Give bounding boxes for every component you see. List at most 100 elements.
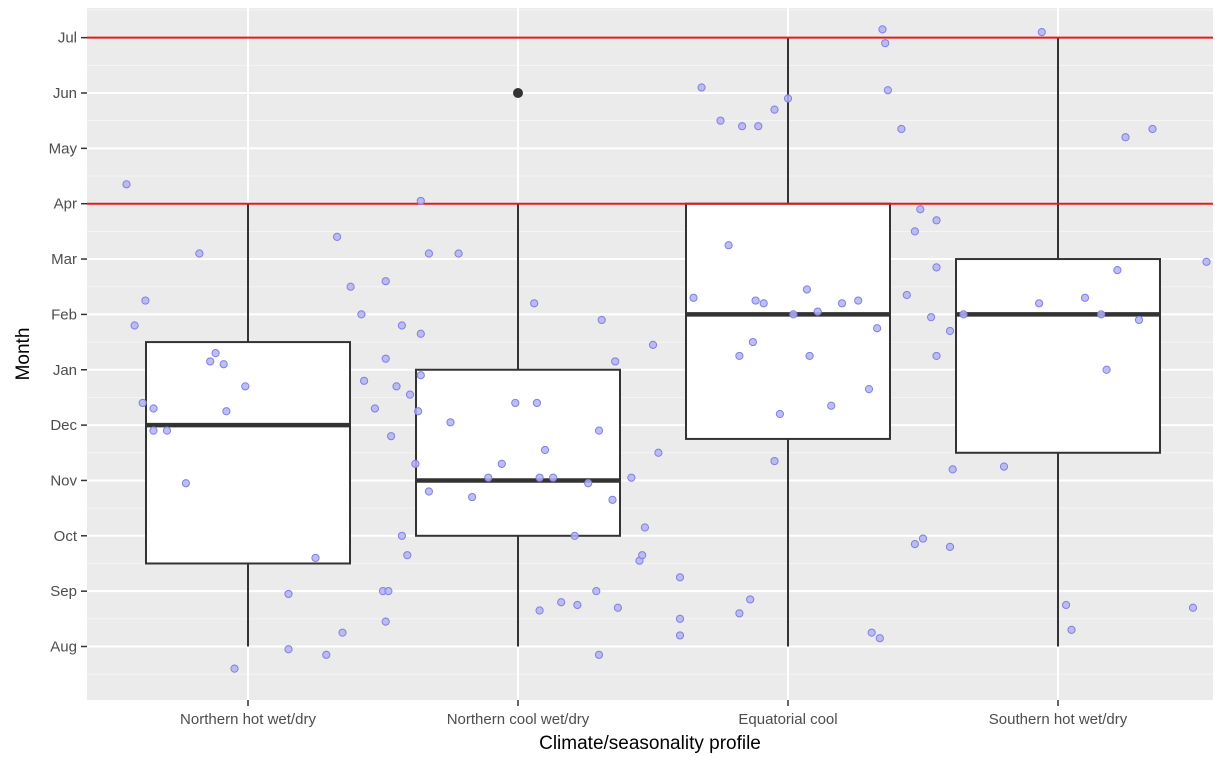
box [685,202,891,440]
data-point [549,473,558,482]
data-point [1080,293,1090,302]
data-point [802,285,812,294]
data-point [770,456,779,466]
data-point [597,315,606,325]
box [955,258,1161,454]
box [145,341,351,565]
data-point [759,299,768,308]
data-point [827,401,836,410]
data-point [424,487,433,496]
data-point [535,606,544,615]
data-point [916,205,925,214]
x-tick-label: Southern hot wet/dry [989,711,1128,728]
data-point [573,600,582,610]
data-point [557,598,566,607]
data-point [789,310,798,319]
data-point [748,337,758,347]
data-point [416,371,425,380]
data-point [381,617,390,626]
data-point [416,196,425,206]
data-point [1037,28,1046,37]
x-axis: Northern hot wet/dry Northern cool wet/dr… [180,700,1128,728]
y-tick-label: Jun [53,85,77,102]
data-point [333,232,342,242]
data-point [881,39,890,48]
data-point [1188,603,1198,612]
data-point [902,290,911,300]
data-point [1113,266,1122,275]
data-point [873,324,882,333]
data-point [381,354,390,363]
data-point [446,418,455,427]
y-tick-label: Sep [50,583,77,600]
data-point [910,227,920,236]
y-axis-title: Month [13,328,34,381]
data-point [370,404,379,413]
data-point [999,462,1009,471]
x-tick-label: Northern cool wet/dry [447,711,590,728]
data-point [346,282,355,291]
data-point [897,124,906,134]
data-point [454,249,463,258]
data-point [392,382,401,391]
data-point [689,293,698,302]
data-point [230,664,239,673]
data-point [837,299,847,308]
data-point [122,180,131,189]
data-point [1102,365,1111,374]
y-tick-label: Nov [50,472,77,489]
data-point [338,628,347,637]
data-point [813,307,822,316]
data-point [751,296,760,305]
data-point [883,86,893,95]
data-point [1121,133,1130,142]
box [415,368,621,537]
data-point [130,321,139,330]
y-axis: Aug Sep Oct Nov Dec Jan Feb Mar Apr May Jun Jul [49,30,87,656]
data-point [613,603,623,612]
data-point [1134,315,1144,325]
y-tick-label: Apr [54,196,77,213]
data-point [735,351,744,361]
y-tick-label: Oct [54,528,78,545]
data-point [311,553,320,563]
data-point [1067,625,1076,634]
y-tick-label: Aug [50,639,77,656]
data-point [381,277,390,286]
data-point [530,299,539,308]
y-tick-label: Jan [53,362,77,379]
data-point [411,459,420,468]
x-tick-label: Equatorial cool [738,711,837,728]
data-point [241,382,250,391]
data-point [594,650,604,659]
data-point [584,479,593,488]
reference-lines [87,36,1213,205]
data-point [211,349,220,358]
data-point [724,241,733,250]
x-axis-title: Climate/seasonality profile [539,733,761,754]
data-point [497,459,506,468]
data-point [945,326,955,336]
data-point [416,329,425,338]
data-point [738,122,747,131]
data-point [746,595,755,604]
data-point [627,473,636,482]
data-point [932,351,941,361]
data-point [511,398,520,408]
data-point [754,122,763,131]
data-point [424,249,433,258]
data-point [864,385,874,394]
data-point [284,645,293,654]
data-point [927,313,936,322]
y-tick-label: Jul [58,30,77,47]
data-point [1202,257,1211,266]
data-point [1148,124,1157,134]
data-point [638,551,647,560]
data-point [697,83,706,92]
data-point [716,116,725,125]
data-point [322,650,331,659]
data-point [405,390,415,399]
data-point [403,551,412,560]
data-point [532,398,542,408]
